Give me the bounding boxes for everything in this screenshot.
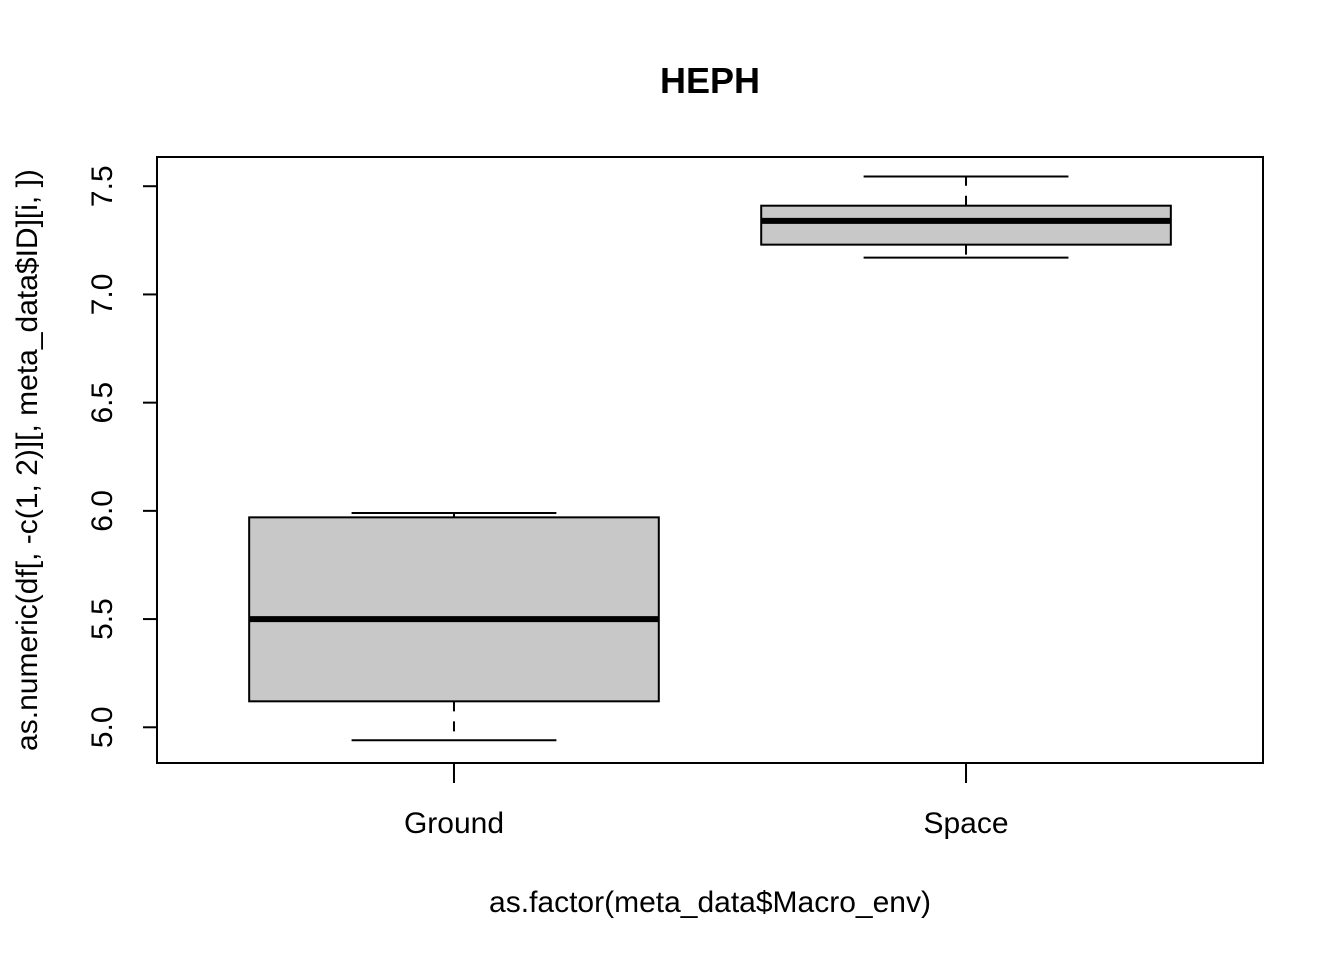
box-ground — [248, 512, 660, 742]
x-axis-label: as.factor(meta_data$Macro_env) — [489, 886, 931, 919]
y-tick-label: 5.5 — [86, 598, 119, 640]
y-axis: 5.0 5.5 6.0 6.5 7.0 7.5 — [86, 165, 157, 748]
boxes-group — [248, 175, 1172, 742]
y-tick-label: 7.0 — [86, 274, 119, 316]
x-tick-label: Ground — [404, 807, 504, 840]
iqr-box — [760, 204, 1172, 246]
box-space — [760, 175, 1172, 259]
plot-frame — [156, 156, 1264, 764]
iqr-box — [248, 516, 660, 703]
y-axis-label: as.numeric(df[, -c(1, 2)][, meta_data$ID… — [11, 169, 44, 751]
y-tick-label: 6.5 — [86, 382, 119, 424]
chart-title: HEPH — [660, 60, 760, 101]
x-tick-label: Space — [923, 807, 1008, 840]
x-axis: Ground Space — [404, 763, 1009, 840]
y-tick-label: 6.0 — [86, 490, 119, 532]
y-tick-label: 7.5 — [86, 165, 119, 207]
y-tick-label: 5.0 — [86, 706, 119, 748]
